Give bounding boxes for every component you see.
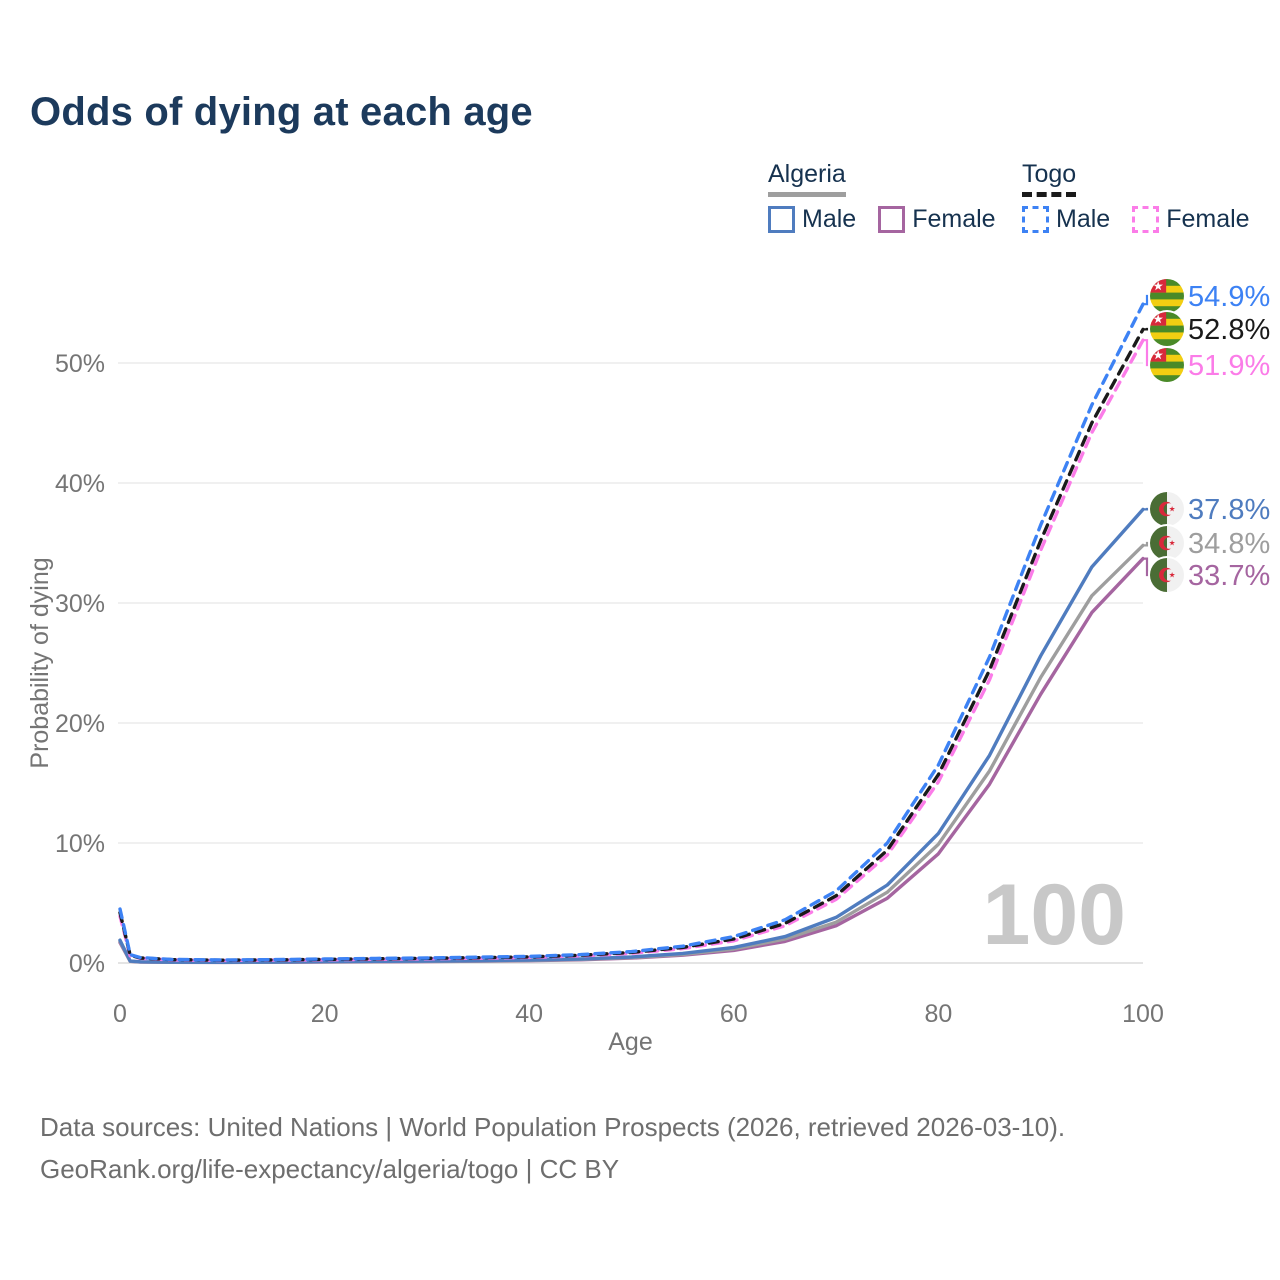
page-title: Odds of dying at each age [30,90,533,134]
legend-header-algeria: Algeria [768,160,846,197]
series-line-togo-both [118,327,1145,962]
legend-item-togo-female[interactable]: Female [1132,205,1250,234]
legend-label: Male [1056,205,1111,233]
x-tick-label: 80 [924,1000,952,1028]
x-tick-label: 0 [113,1000,127,1028]
legend-group-togo: Togo Male Female [1022,160,1250,234]
chart-legend: Algeria Male Female Togo Male Female [0,160,1250,250]
y-tick-label: 0% [69,950,105,978]
legend-item-togo-male[interactable]: Male [1022,205,1110,234]
y-axis-title: Probability of dying [26,557,54,768]
legend-item-algeria-male[interactable]: Male [768,205,856,234]
footer-sources-line: Data sources: United Nations | World Pop… [40,1112,1066,1142]
algeria-female-swatch-icon [878,206,906,233]
legend-item-algeria-female[interactable]: Female [878,205,996,234]
y-tick-label: 10% [55,830,105,858]
footer: Data sources: United Nations | World Pop… [40,1106,1065,1190]
end-label-togo-both: 52.8% [1188,314,1270,346]
y-tick-label: 20% [55,710,105,738]
legend-label: Female [912,205,996,233]
x-axis-title: Age [608,1028,652,1056]
algeria-flag-icon [1150,492,1184,526]
algeria-flag-icon [1150,526,1184,560]
togo-male-swatch-icon [1022,206,1049,233]
x-tick-label: 20 [311,1000,339,1028]
footer-url-line: GeoRank.org/life-expectancy/algeria/togo… [40,1154,620,1184]
end-label-togo-male: 54.9% [1188,281,1270,313]
algeria-flag-icon [1150,558,1184,592]
x-tick-label: 60 [720,1000,748,1028]
legend-label: Male [802,205,857,233]
end-label-algeria-female: 33.7% [1188,560,1270,592]
legend-group-algeria: Algeria Male Female [768,160,996,234]
y-tick-label: 30% [55,590,105,618]
series-line-togo-male [118,302,1145,962]
end-label-togo-female: 51.9% [1188,350,1270,382]
age-watermark: 100 [983,867,1127,963]
end-label-algeria-male: 37.8% [1188,494,1270,526]
algeria-male-swatch-icon [768,206,795,233]
togo-female-swatch-icon [1132,206,1160,233]
y-tick-label: 40% [55,470,105,498]
y-tick-label: 50% [55,350,105,378]
x-tick-label: 100 [1122,1000,1164,1028]
legend-header-togo: Togo [1022,160,1077,197]
end-label-algeria-both: 34.8% [1188,528,1270,560]
togo-flag-icon [1150,348,1184,382]
legend-label: Female [1166,205,1250,233]
x-tick-label: 40 [515,1000,543,1028]
series-line-algeria-male [118,507,1145,964]
